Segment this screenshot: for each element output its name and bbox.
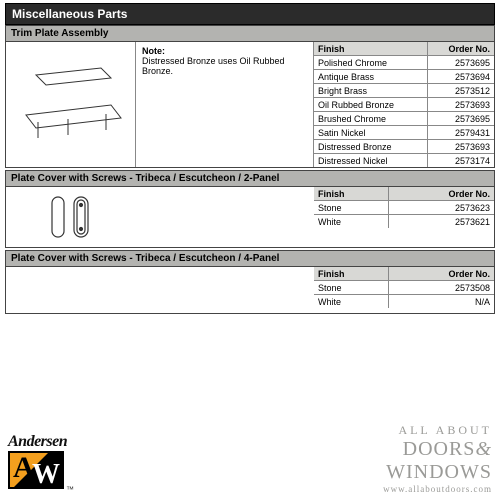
logo-url: www.allaboutdoors.com [383, 484, 492, 494]
cell-finish: Polished Chrome [314, 56, 427, 70]
cell-finish: Distressed Nickel [314, 154, 427, 168]
cell-order: N/A [388, 295, 494, 309]
aw-mark: A W [8, 451, 64, 489]
cell-order: 2573694 [427, 70, 494, 84]
section-title: Trim Plate Assembly [6, 26, 494, 42]
cell-order: 2573623 [388, 201, 494, 215]
col-order: Order No. [388, 187, 494, 201]
cell-order: 2573508 [388, 281, 494, 295]
plate-cover-illustration [6, 187, 136, 247]
trademark-symbol: ™ [66, 485, 74, 494]
allaboutdoors-logo: ALL ABOUT DOORS& WINDOWS www.allaboutdoo… [383, 423, 492, 494]
finish-table-1: Finish Order No. Polished Chrome2573695 … [314, 42, 494, 167]
cell-order: 2573621 [388, 215, 494, 229]
col-order: Order No. [388, 267, 494, 281]
spacer [136, 187, 314, 247]
note-label: Note: [142, 46, 165, 56]
logo-line2: DOORS& [383, 438, 492, 461]
logo-w: W [32, 459, 60, 489]
note-column: Note: Distressed Bronze uses Oil Rubbed … [136, 42, 314, 167]
section-title: Plate Cover with Screws - Tribeca / Escu… [6, 251, 494, 267]
cell-finish: Distressed Bronze [314, 140, 427, 154]
section-plate-cover-2panel: Plate Cover with Screws - Tribeca / Escu… [5, 170, 495, 248]
cell-finish: White [314, 215, 388, 229]
cell-order: 2573512 [427, 84, 494, 98]
cell-order: 2573695 [427, 112, 494, 126]
cell-finish: Oil Rubbed Bronze [314, 98, 427, 112]
logo-windows: WINDOWS [383, 461, 492, 484]
cell-finish: White [314, 295, 388, 309]
col-finish: Finish [314, 42, 427, 56]
finish-table-3: Finish Order No. Stone2573508 WhiteN/A [314, 267, 494, 313]
cell-order: 2573174 [427, 154, 494, 168]
trim-plate-illustration [6, 42, 136, 167]
cell-order: 2573695 [427, 56, 494, 70]
brand-name: Andersen [8, 433, 67, 451]
col-finish: Finish [314, 187, 388, 201]
cell-finish: Stone [314, 201, 388, 215]
finish-table-2: Finish Order No. Stone2573623 White25736… [314, 187, 494, 247]
col-finish: Finish [314, 267, 388, 281]
page-title: Miscellaneous Parts [5, 3, 495, 25]
andersen-logo: Andersen A W ™ [8, 433, 74, 494]
note-text: Distressed Bronze uses Oil Rubbed Bronze… [142, 56, 285, 76]
cell-finish: Stone [314, 281, 388, 295]
footer: Andersen A W ™ ALL ABOUT DOORS& WINDOWS … [0, 423, 500, 494]
cell-order: 2573693 [427, 140, 494, 154]
logo-doors: DOORS [403, 438, 476, 460]
cell-order: 2579431 [427, 126, 494, 140]
parts-catalog-page: Miscellaneous Parts Trim Plate Assembly … [0, 0, 500, 314]
logo-amp: & [475, 438, 492, 460]
cell-finish: Bright Brass [314, 84, 427, 98]
logo-line1: ALL ABOUT [383, 423, 492, 438]
cell-finish: Antique Brass [314, 70, 427, 84]
spacer [136, 267, 314, 313]
section-title: Plate Cover with Screws - Tribeca / Escu… [6, 171, 494, 187]
cell-finish: Satin Nickel [314, 126, 427, 140]
cell-order: 2573693 [427, 98, 494, 112]
section-trim-plate: Trim Plate Assembly Note: Distressed Bro… [5, 25, 495, 168]
col-order: Order No. [427, 42, 494, 56]
cell-finish: Brushed Chrome [314, 112, 427, 126]
empty-illustration [6, 267, 136, 313]
section-plate-cover-4panel: Plate Cover with Screws - Tribeca / Escu… [5, 250, 495, 314]
